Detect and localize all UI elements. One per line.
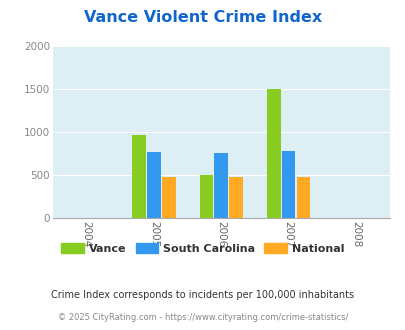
Legend: Vance, South Carolina, National: Vance, South Carolina, National bbox=[57, 239, 348, 258]
Bar bbox=[162, 178, 175, 218]
Bar bbox=[214, 152, 228, 218]
Text: Crime Index corresponds to incidents per 100,000 inhabitants: Crime Index corresponds to incidents per… bbox=[51, 290, 354, 300]
Bar bbox=[296, 178, 309, 218]
Bar bbox=[147, 152, 160, 218]
Bar bbox=[229, 178, 242, 218]
Bar bbox=[266, 89, 280, 218]
Text: © 2025 CityRating.com - https://www.cityrating.com/crime-statistics/: © 2025 CityRating.com - https://www.city… bbox=[58, 313, 347, 322]
Bar bbox=[199, 175, 213, 218]
Bar bbox=[132, 135, 145, 218]
Text: Vance Violent Crime Index: Vance Violent Crime Index bbox=[84, 10, 321, 25]
Bar bbox=[281, 151, 295, 218]
